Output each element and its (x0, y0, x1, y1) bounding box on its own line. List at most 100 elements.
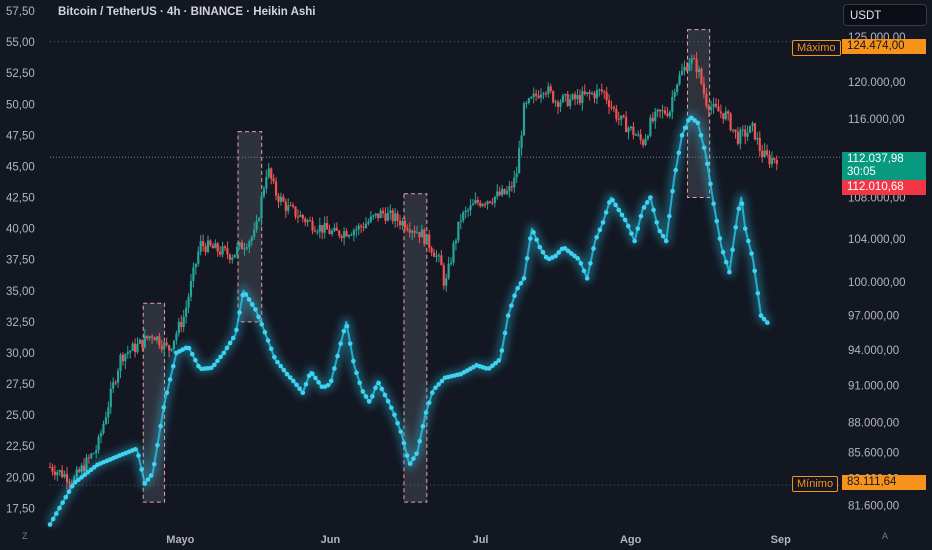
indicator-point (635, 226, 641, 231)
candle-body (279, 196, 283, 202)
candle-body (442, 265, 445, 286)
candle-body (727, 111, 730, 114)
candle-body (316, 231, 319, 233)
indicator-point (69, 483, 75, 489)
candle-body (328, 229, 331, 235)
right-axis-tick: 81.600,00 (848, 500, 899, 512)
auto-scale-button[interactable]: A (882, 531, 889, 541)
indicator-point (344, 323, 350, 329)
candle-body (357, 225, 360, 230)
candle-body (449, 262, 453, 264)
candle-body (527, 98, 530, 104)
left-axis-tick: 42,50 (6, 193, 35, 205)
candle-body (262, 188, 266, 197)
candle-body (617, 119, 620, 121)
candle-body (97, 436, 100, 451)
indicator-point (765, 320, 770, 325)
candle-body (136, 343, 139, 353)
candle-body (318, 225, 321, 232)
indicator-point (284, 371, 290, 377)
candle-body (693, 58, 696, 60)
indicator-point (379, 386, 385, 392)
candle-body (192, 267, 195, 281)
indicator-point (265, 338, 271, 343)
candle-body (520, 135, 523, 149)
candle-body (464, 210, 467, 213)
candle-body (107, 407, 110, 418)
indicator-point (730, 247, 735, 253)
indicator-point (316, 380, 321, 385)
candle-body (133, 343, 137, 353)
candle-body (583, 91, 586, 95)
candle-body (571, 94, 574, 100)
indicator-point (581, 268, 587, 274)
indicator-point (736, 206, 742, 211)
indicator-point (54, 511, 59, 516)
candle-body (141, 339, 144, 348)
candle-body (114, 382, 117, 384)
indicator-point (657, 228, 663, 234)
candle-body (172, 340, 176, 349)
candle-body (644, 138, 647, 146)
indicator-point (208, 365, 214, 371)
candle-body (515, 173, 518, 178)
candle-body (394, 213, 397, 222)
indicator-point (158, 423, 163, 429)
candle-body (744, 129, 747, 137)
candle-body (552, 91, 555, 103)
indicator-point (433, 385, 438, 391)
indicator-point (230, 335, 236, 341)
candle-body (321, 225, 324, 233)
candle-body (352, 230, 355, 236)
candle-body (333, 227, 336, 231)
indicator-point (66, 489, 72, 494)
indicator-point (572, 253, 577, 259)
candle-body (406, 228, 409, 230)
candle-body (80, 465, 83, 472)
candle-body (155, 336, 159, 341)
indicator-point (667, 213, 672, 219)
candle-body (415, 232, 419, 234)
indicator-point (651, 207, 656, 213)
indicator-point (638, 213, 644, 219)
indicator-point (704, 161, 710, 167)
candle-body (646, 135, 650, 139)
candle-body (661, 110, 664, 112)
candle-body (350, 235, 353, 237)
indicator-point (341, 328, 347, 334)
indicator-point (711, 201, 716, 207)
candle-body (248, 241, 251, 248)
indicator-point (88, 467, 94, 473)
left-axis-tick: 22,50 (6, 441, 35, 453)
currency-select-button[interactable]: USDT (843, 4, 927, 26)
indicator-point (676, 150, 682, 156)
candle-body (722, 113, 725, 120)
indicator-point (496, 358, 502, 363)
candle-body (753, 123, 757, 140)
indicator-point (430, 390, 435, 396)
candle-body (535, 93, 538, 96)
indicator-point (82, 472, 88, 478)
indicator-point (515, 285, 520, 291)
indicator-point (733, 225, 739, 230)
indicator-point (395, 420, 400, 426)
indicator-point (629, 231, 634, 236)
indicator-point (660, 233, 666, 239)
candle-body (209, 240, 212, 246)
candle-body (163, 342, 166, 350)
candle-body (685, 66, 688, 71)
candle-body (211, 245, 214, 249)
candle-body (272, 178, 275, 182)
candle-body (586, 92, 589, 95)
candle-body (289, 205, 292, 207)
indicator-point (698, 133, 704, 138)
zoom-button[interactable]: Z (22, 531, 28, 541)
candle-body (364, 223, 368, 229)
indicator-point (256, 314, 261, 320)
candle-body (593, 93, 596, 99)
candle-body (656, 109, 659, 112)
candle-body (763, 150, 766, 157)
candle-body (170, 348, 173, 351)
candle-body (389, 210, 392, 213)
